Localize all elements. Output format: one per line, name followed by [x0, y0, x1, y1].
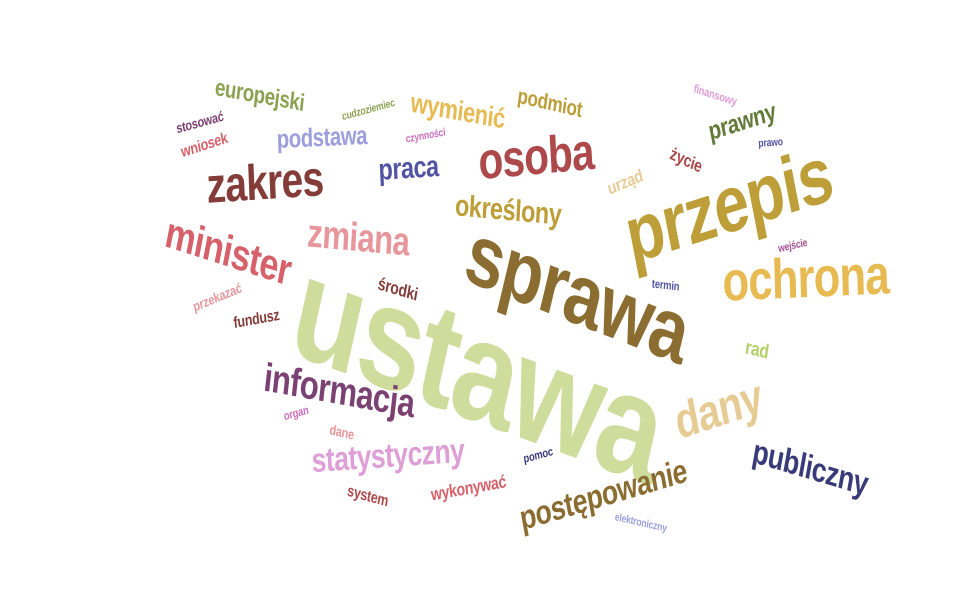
cloud-word: podmiot: [516, 82, 584, 123]
cloud-word: prawo: [757, 135, 783, 150]
cloud-word: czynności: [404, 125, 446, 146]
cloud-word: fundusz: [232, 306, 280, 333]
cloud-word: zakres: [205, 150, 325, 214]
cloud-word: system: [345, 482, 389, 511]
cloud-word: zmiana: [305, 211, 410, 265]
cloud-word: minister: [161, 207, 295, 296]
cloud-word: publiczny: [749, 432, 871, 504]
cloud-word: wymienić: [409, 86, 507, 135]
cloud-word: finansowy: [692, 81, 738, 109]
cloud-word: statystyczny: [310, 431, 466, 481]
cloud-word: życie: [667, 143, 705, 177]
cloud-word: termin: [650, 276, 680, 294]
cloud-word: rad: [743, 336, 770, 364]
cloud-word: dane: [328, 421, 355, 443]
cloud-word: dany: [669, 368, 766, 450]
cloud-word: cudzoziemiec: [340, 96, 396, 123]
cloud-word: organ: [282, 402, 310, 424]
cloud-word: przekazać: [191, 279, 244, 315]
cloud-word: określony: [454, 189, 563, 232]
cloud-word: stosować: [174, 107, 225, 137]
cloud-word: europejski: [213, 74, 306, 117]
cloud-word: wykonywać: [429, 471, 507, 505]
cloud-word: ochrona: [721, 242, 889, 313]
cloud-word: osoba: [476, 122, 596, 192]
cloud-word: praca: [377, 150, 439, 187]
cloud-word: podstawa: [276, 119, 368, 155]
